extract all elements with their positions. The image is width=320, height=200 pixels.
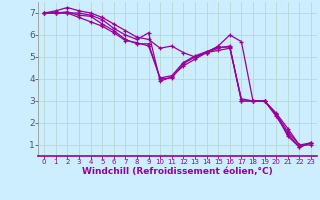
X-axis label: Windchill (Refroidissement éolien,°C): Windchill (Refroidissement éolien,°C)	[82, 167, 273, 176]
